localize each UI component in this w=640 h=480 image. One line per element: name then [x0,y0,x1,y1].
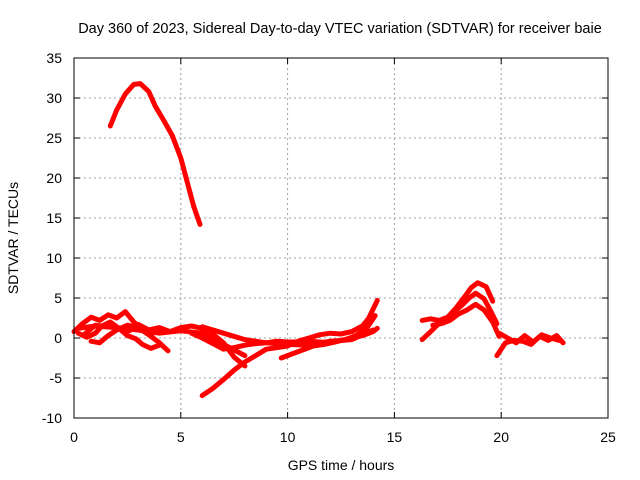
data-series [71,81,566,399]
axis-ticks: 0 5 10 15 20 25 -10 -5 0 5 10 15 20 25 30 35 [42,50,616,445]
series-arc-e [88,322,162,346]
x-tick-label: 20 [493,429,509,445]
x-tick-label: 10 [280,429,296,445]
series-arc-a [107,81,203,227]
chart-title: Day 360 of 2023, Sidereal Day-to-day VTE… [78,21,602,37]
plot-frame [73,57,609,419]
series-arc-k [419,280,496,323]
y-tick-label: 15 [46,210,62,226]
y-tick-label: 0 [54,330,62,346]
series-arc-f [75,319,162,351]
y-tick-label: 30 [46,90,62,106]
grid [74,58,608,418]
x-tick-label: 0 [70,429,78,445]
x-tick-label: 25 [600,429,616,445]
x-tick-label: 15 [387,429,403,445]
y-tick-label: 35 [46,50,62,66]
y-tick-label: 5 [54,290,62,306]
y-tick-label: -10 [42,410,62,426]
series-arc-j [278,313,378,361]
series-arc-m [430,301,502,339]
series-arc-o [496,330,562,346]
y-tick-label: 10 [46,250,62,266]
x-axis-label: GPS time / hours [288,457,395,473]
y-axis-label: SDTVAR / TECUs [5,182,21,294]
y-tick-label: 25 [46,130,62,146]
y-tick-label: -5 [50,370,63,386]
series-arc-b [71,309,171,354]
y-tick-label: 20 [46,170,62,186]
x-tick-label: 5 [177,429,185,445]
